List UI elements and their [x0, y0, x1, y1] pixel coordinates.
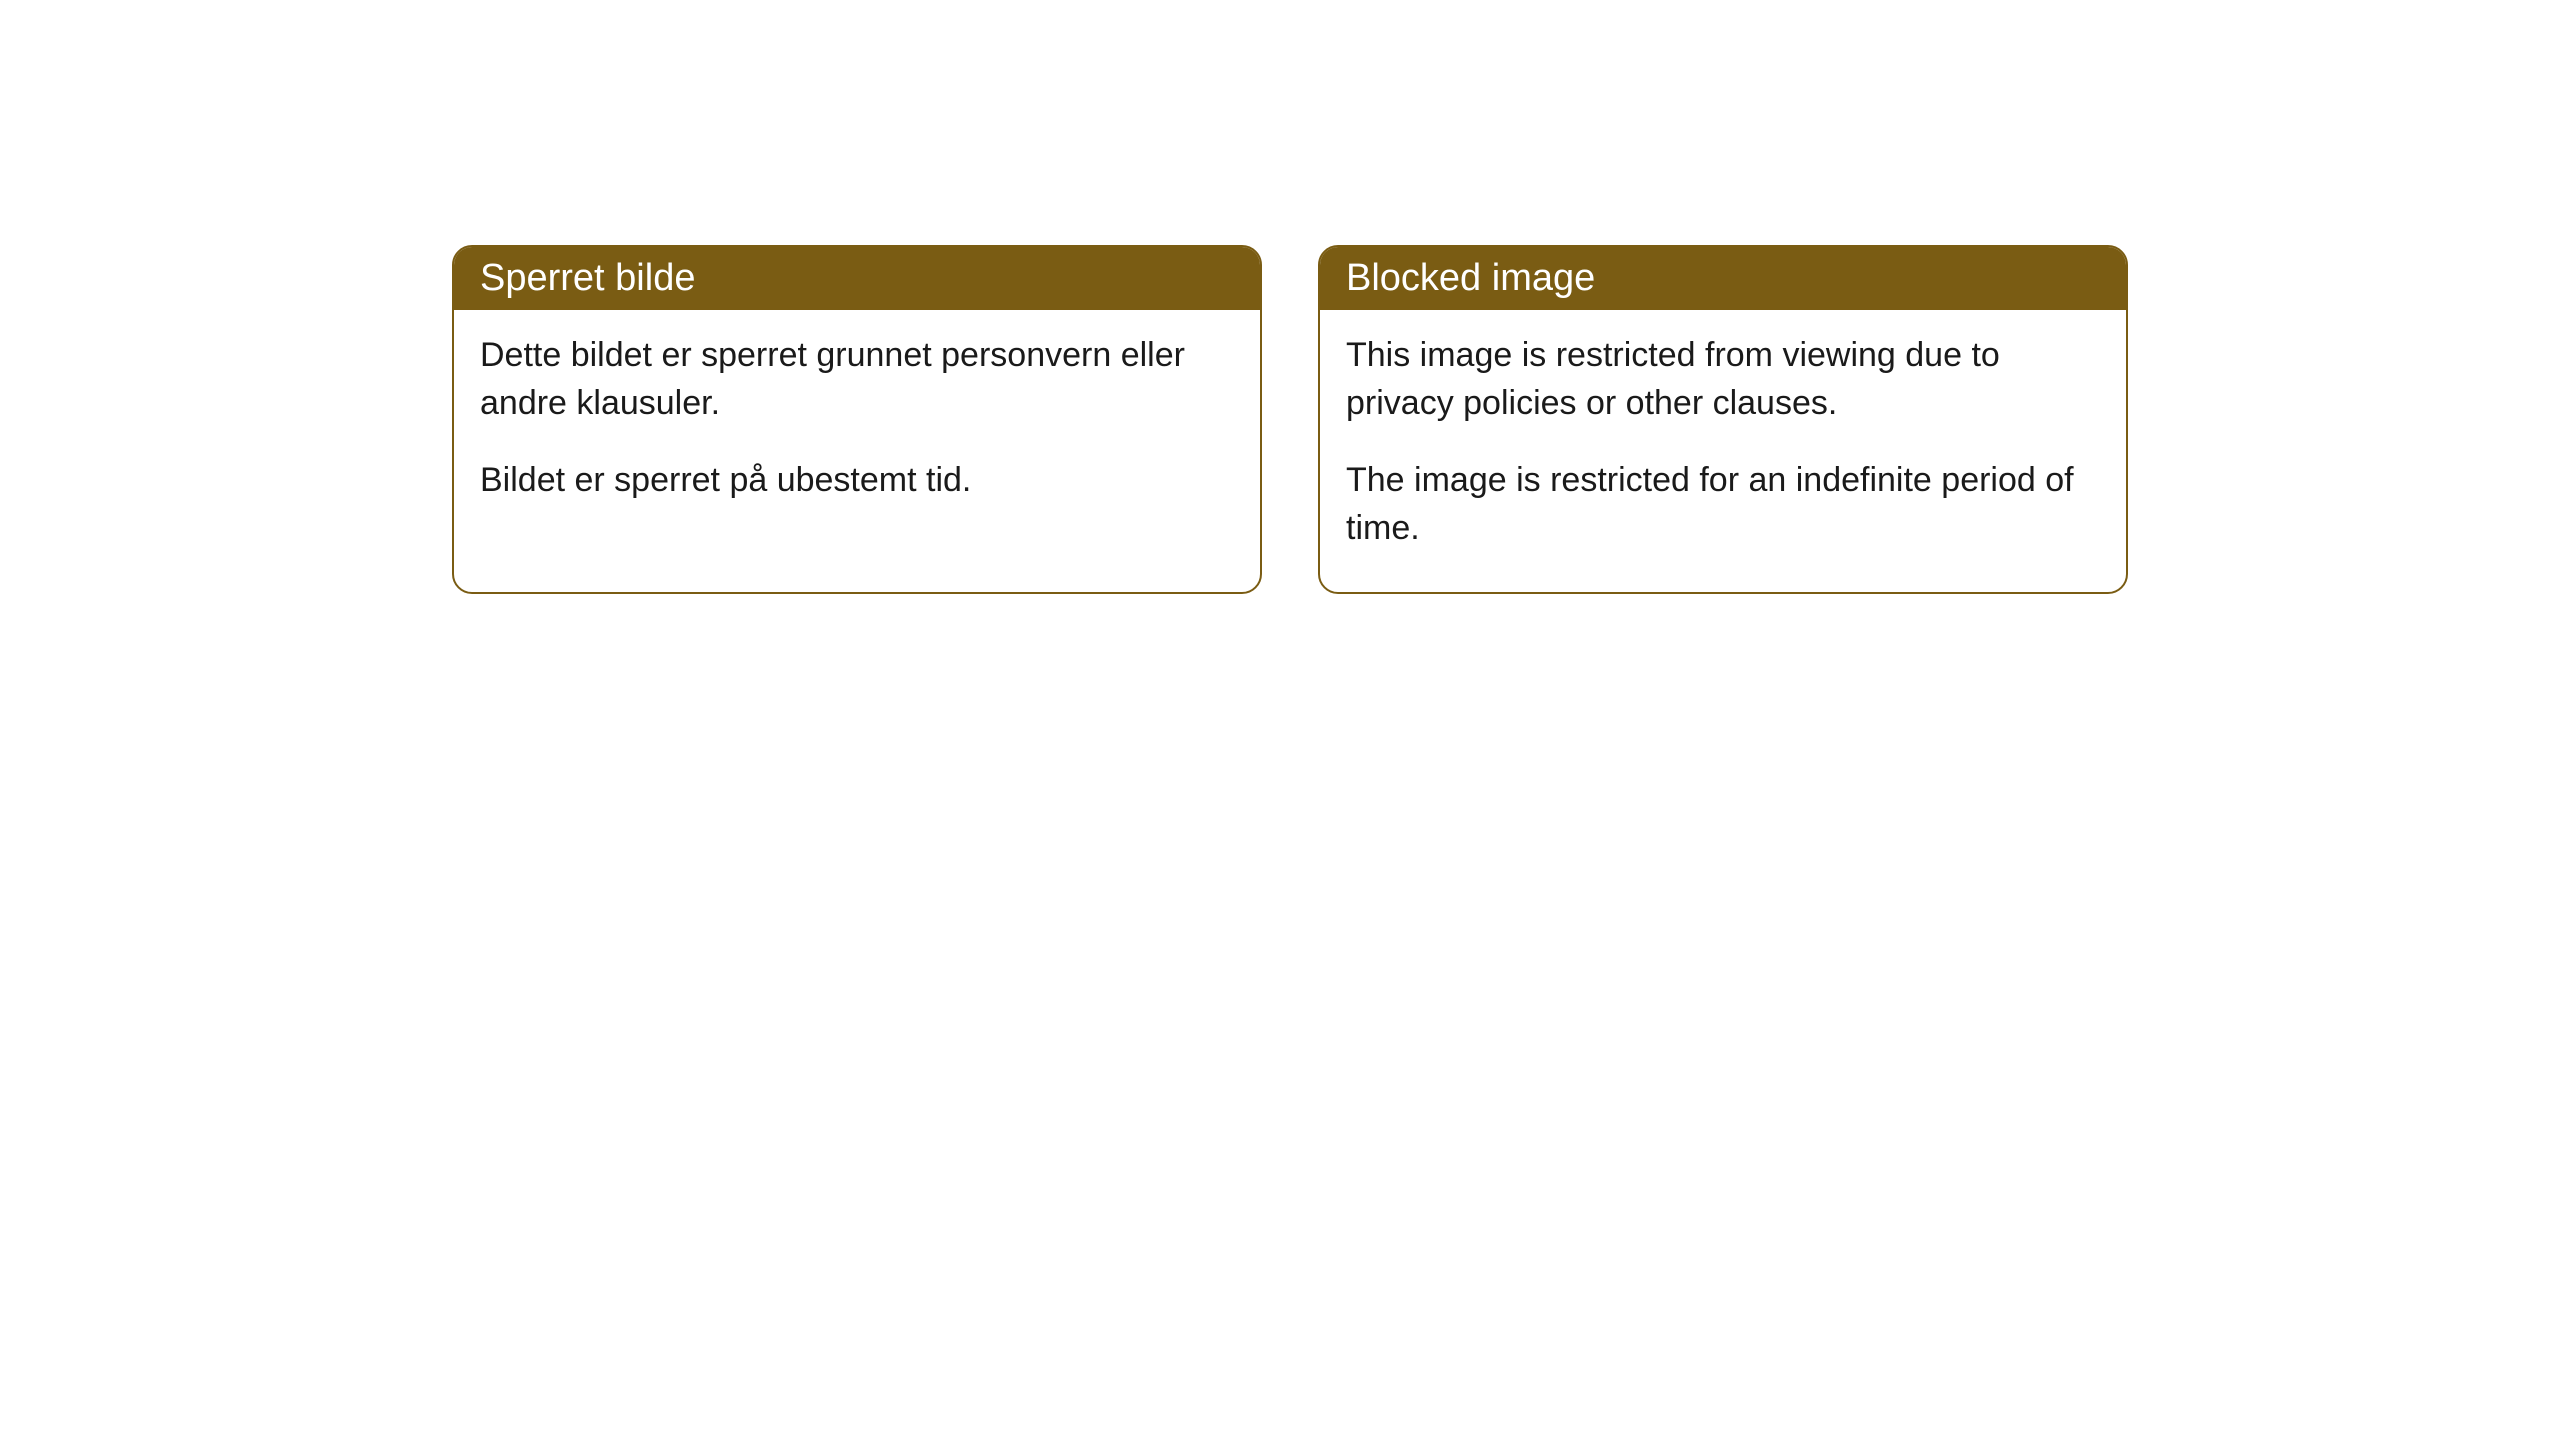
- card-header-norwegian: Sperret bilde: [454, 247, 1260, 310]
- card-paragraph: Dette bildet er sperret grunnet personve…: [480, 332, 1234, 427]
- notice-cards-container: Sperret bilde Dette bildet er sperret gr…: [0, 0, 2560, 594]
- card-body-english: This image is restricted from viewing du…: [1320, 310, 2126, 592]
- card-paragraph: The image is restricted for an indefinit…: [1346, 457, 2100, 552]
- card-header-english: Blocked image: [1320, 247, 2126, 310]
- card-body-norwegian: Dette bildet er sperret grunnet personve…: [454, 310, 1260, 545]
- notice-card-english: Blocked image This image is restricted f…: [1318, 245, 2128, 594]
- card-paragraph: Bildet er sperret på ubestemt tid.: [480, 457, 1234, 505]
- notice-card-norwegian: Sperret bilde Dette bildet er sperret gr…: [452, 245, 1262, 594]
- card-paragraph: This image is restricted from viewing du…: [1346, 332, 2100, 427]
